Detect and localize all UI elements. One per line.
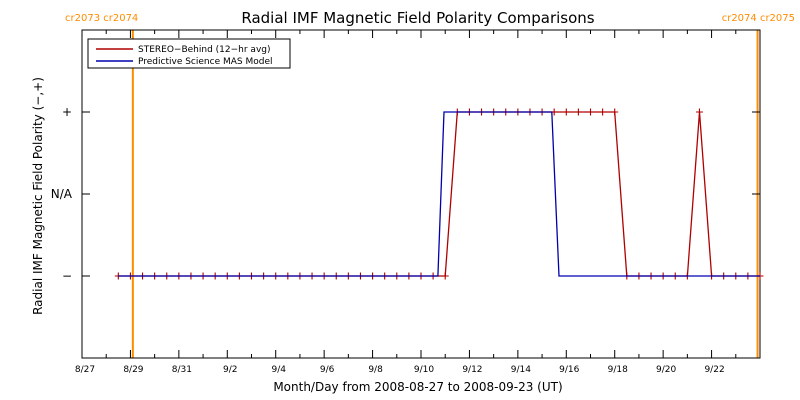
x-tick-label: 9/20 [656, 365, 676, 375]
carrington-label: cr2073 cr2074 [65, 13, 138, 24]
y-tick-label: N/A [51, 187, 73, 201]
data-point [441, 272, 449, 280]
x-axis: 8/27 8/29 8/31 9/2 9/4 9/6 9/8 9/10 9/12 9/14 9/16… [75, 30, 761, 375]
x-tick-label: 9/2 [223, 365, 237, 375]
x-tick-label: 8/31 [172, 365, 192, 375]
y-tick-label: + [62, 105, 72, 119]
x-tick-label: 9/16 [559, 365, 579, 375]
series-line [118, 111, 760, 277]
data-point [695, 108, 703, 116]
x-tick-label: 9/10 [414, 365, 434, 375]
y-axis: + N/A − [51, 105, 760, 283]
plot-frame [81, 29, 761, 359]
data-point [562, 108, 570, 116]
chart-title: Radial IMF Magnetic Field Polarity Compa… [241, 9, 594, 27]
x-tick-label: 9/6 [320, 365, 335, 375]
x-tick-label: 9/12 [462, 365, 482, 375]
x-tick-label: 9/4 [271, 365, 286, 375]
x-tick-label: 9/22 [704, 365, 724, 375]
x-tick-label: 9/14 [511, 365, 531, 375]
x-tick-label: 9/18 [608, 365, 628, 375]
x-axis-label: Month/Day from 2008-08-27 to 2008-09-23 … [273, 380, 562, 394]
y-tick-label: − [62, 269, 72, 283]
carrington-label: cr2074 cr2075 [722, 13, 795, 24]
x-tick-label: 8/29 [123, 365, 143, 375]
data-point [574, 108, 582, 116]
legend-entry: STEREO−Behind (12−hr avg) [138, 45, 271, 55]
y-axis-label: Radial IMF Magnetic Field Polarity (−,+) [31, 77, 45, 315]
data-point [599, 108, 607, 116]
data-point [587, 108, 594, 116]
data-point [611, 108, 619, 116]
x-tick-label: 8/27 [75, 365, 95, 375]
x-tick-label: 9/8 [368, 365, 383, 375]
series-mas-model [118, 111, 760, 277]
series-layer [114, 108, 764, 280]
legend-entry: Predictive Science MAS Model [138, 57, 273, 67]
legend: STEREO−Behind (12−hr avg) Predictive Scie… [87, 38, 291, 69]
legend-box [87, 38, 291, 69]
